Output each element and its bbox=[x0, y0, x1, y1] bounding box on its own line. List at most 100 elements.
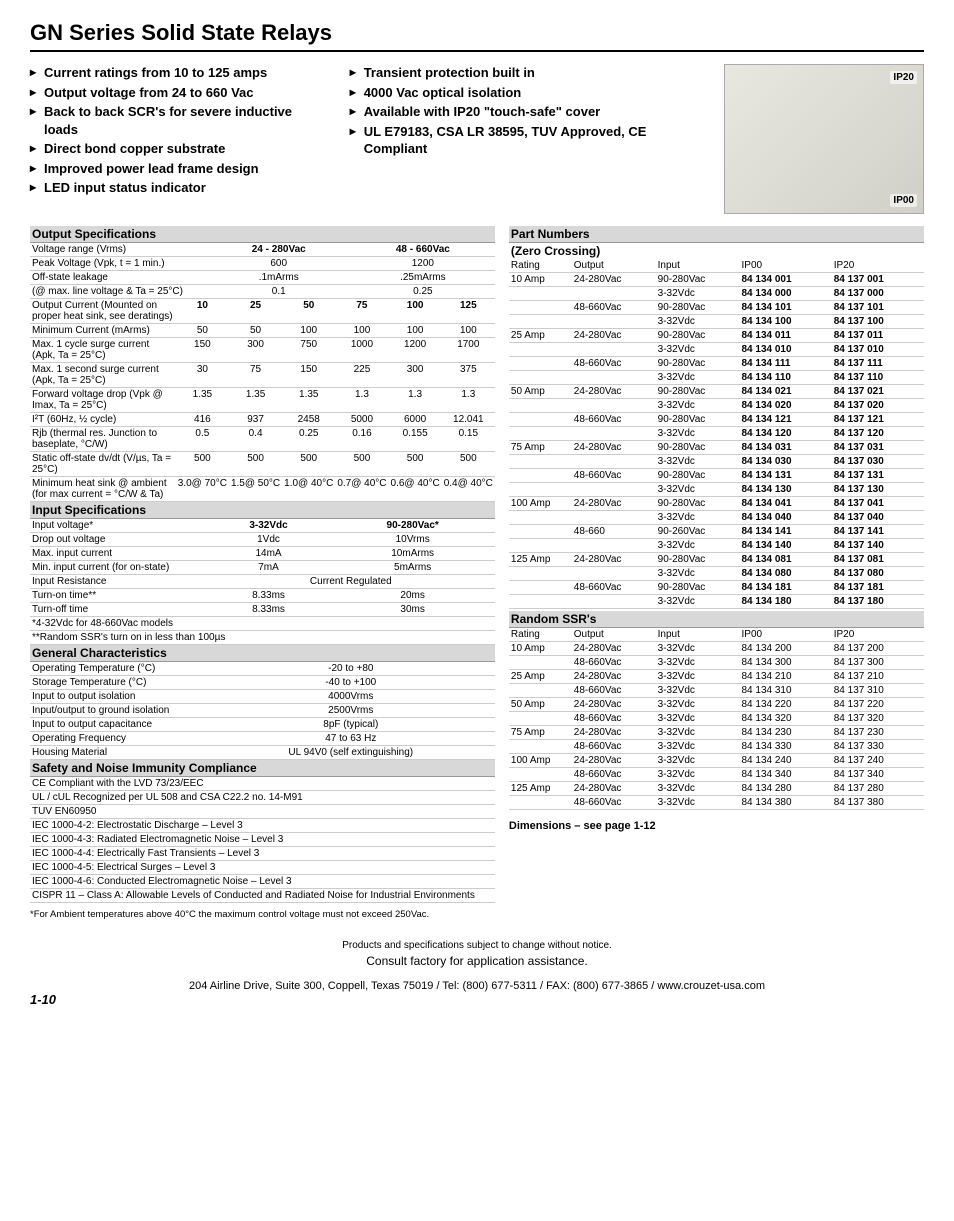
spec-value: 600 bbox=[207, 257, 351, 271]
spec-value: 100 bbox=[282, 324, 335, 338]
spec-value: 8pF (typical) bbox=[207, 718, 495, 732]
product-photo: IP20 IP00 bbox=[724, 64, 924, 214]
pn-ip00: 84 134 330 bbox=[740, 740, 832, 754]
pn-output: 48-660Vac bbox=[572, 357, 656, 371]
pn-output: 48-660Vac bbox=[572, 301, 656, 315]
spec-value: 500 bbox=[335, 452, 388, 477]
spec-label: Minimum Current (mArms) bbox=[30, 324, 176, 338]
pn-ip00: 84 134 111 bbox=[740, 357, 832, 371]
spec-value: 0.1 bbox=[207, 285, 351, 299]
pn-ip20: 84 137 011 bbox=[832, 329, 924, 343]
pn-input: 90-280Vac bbox=[656, 497, 740, 511]
safety-table: CE Compliant with the LVD 73/23/EECUL / … bbox=[30, 777, 495, 903]
pn-ip00: 84 134 120 bbox=[740, 427, 832, 441]
safety-item: TUV EN60950 bbox=[30, 805, 495, 819]
spec-value: 1000 bbox=[335, 338, 388, 363]
spec-value: UL 94V0 (self extinguishing) bbox=[207, 746, 495, 760]
spec-value: 4000Vrms bbox=[207, 690, 495, 704]
pn-ip20: 84 137 001 bbox=[832, 273, 924, 287]
pn-input: 90-280Vac bbox=[656, 329, 740, 343]
pn-input: 3-32Vdc bbox=[656, 754, 740, 768]
spec-value: 1700 bbox=[442, 338, 495, 363]
pn-ip20: 84 137 100 bbox=[832, 315, 924, 329]
pn-ip20: 84 137 181 bbox=[832, 581, 924, 595]
spec-value: 10Vrms bbox=[330, 533, 495, 547]
spec-value: 20ms bbox=[330, 589, 495, 603]
pn-ip20: 84 137 320 bbox=[832, 712, 924, 726]
pn-input: 3-32Vdc bbox=[656, 483, 740, 497]
spec-value: 100 bbox=[335, 324, 388, 338]
feature-item: 4000 Vac optical isolation bbox=[350, 84, 704, 102]
spec-label: Max. input current bbox=[30, 547, 207, 561]
spec-label: **Random SSR's turn on in less than 100µ… bbox=[30, 631, 495, 645]
safety-item: UL / cUL Recognized per UL 508 and CSA C… bbox=[30, 791, 495, 805]
pn-input: 3-32Vdc bbox=[656, 427, 740, 441]
spec-value: 10 bbox=[176, 299, 229, 324]
pn-ip20: 84 137 131 bbox=[832, 469, 924, 483]
safety-item: CISPR 11 – Class A: Allowable Levels of … bbox=[30, 889, 495, 903]
spec-value: 48 - 660Vac bbox=[351, 243, 495, 257]
pn-ip20: 84 137 041 bbox=[832, 497, 924, 511]
safety-item: CE Compliant with the LVD 73/23/EEC bbox=[30, 777, 495, 791]
spec-label: Storage Temperature (°C) bbox=[30, 676, 207, 690]
pn-ip20: 84 137 020 bbox=[832, 399, 924, 413]
pn-input: 90-280Vac bbox=[656, 553, 740, 567]
pn-output bbox=[572, 511, 656, 525]
spec-value: 1.0@ 40°C bbox=[282, 477, 335, 502]
pn-ip20: 84 137 110 bbox=[832, 371, 924, 385]
pn-output: 24-280Vac bbox=[572, 497, 656, 511]
pn-input: 3-32Vdc bbox=[656, 399, 740, 413]
spec-label: Max. 1 second surge current (Apk, Ta = 2… bbox=[30, 363, 176, 388]
pn-input: 3-32Vdc bbox=[656, 287, 740, 301]
feature-item: Transient protection built in bbox=[350, 64, 704, 82]
pn-ip20: 84 137 120 bbox=[832, 427, 924, 441]
input-spec-header: Input Specifications bbox=[30, 502, 495, 519]
spec-value: Current Regulated bbox=[207, 575, 495, 589]
spec-label: Minimum heat sink @ ambient (for max cur… bbox=[30, 477, 176, 502]
spec-value: 500 bbox=[282, 452, 335, 477]
pn-output: 24-280Vac bbox=[572, 385, 656, 399]
pn-rating: 25 Amp bbox=[509, 329, 572, 343]
pn-ip00: 84 134 101 bbox=[740, 301, 832, 315]
spec-label: Turn-off time bbox=[30, 603, 207, 617]
pn-output: 24-280Vac bbox=[572, 782, 656, 796]
pn-output: 48-660Vac bbox=[572, 684, 656, 698]
features-left: Current ratings from 10 to 125 ampsOutpu… bbox=[30, 64, 322, 214]
spec-label: I²T (60Hz, ½ cycle) bbox=[30, 413, 176, 427]
spec-value: 24 - 280Vac bbox=[207, 243, 351, 257]
pn-ip20: 84 137 081 bbox=[832, 553, 924, 567]
spec-value: 50 bbox=[176, 324, 229, 338]
feature-item: LED input status indicator bbox=[30, 179, 322, 197]
pn-ip00: 84 134 031 bbox=[740, 441, 832, 455]
pn-input: 3-32Vdc bbox=[656, 670, 740, 684]
pn-ip00: 84 134 131 bbox=[740, 469, 832, 483]
spec-value: 50 bbox=[229, 324, 282, 338]
spec-value: 75 bbox=[229, 363, 282, 388]
pn-ip20: 84 137 121 bbox=[832, 413, 924, 427]
safety-item: IEC 1000-4-6: Conducted Electromagnetic … bbox=[30, 875, 495, 889]
pn-ip20: 84 137 240 bbox=[832, 754, 924, 768]
pn-output bbox=[572, 567, 656, 581]
spec-value: 0.25 bbox=[282, 427, 335, 452]
pn-ip20: 84 137 330 bbox=[832, 740, 924, 754]
spec-value: 300 bbox=[389, 363, 442, 388]
random-table: Rating Output Input IP00 IP2010 Amp 24-2… bbox=[509, 628, 924, 810]
spec-value: 150 bbox=[282, 363, 335, 388]
pn-input: 90-280Vac bbox=[656, 469, 740, 483]
spec-value: 100 bbox=[442, 324, 495, 338]
pn-ip20: 84 137 220 bbox=[832, 698, 924, 712]
pn-ip20: 84 137 340 bbox=[832, 768, 924, 782]
spec-value: 0.4@ 40°C bbox=[442, 477, 495, 502]
pn-ip20: 84 137 021 bbox=[832, 385, 924, 399]
pn-output: 24-280Vac bbox=[572, 670, 656, 684]
pn-ip00: 84 134 130 bbox=[740, 483, 832, 497]
pn-output: 48-660Vac bbox=[572, 712, 656, 726]
page-footer: 204 Airline Drive, Suite 300, Coppell, T… bbox=[30, 980, 924, 1007]
pn-output bbox=[572, 539, 656, 553]
pn-output: 24-280Vac bbox=[572, 329, 656, 343]
pn-ip00: 84 134 180 bbox=[740, 595, 832, 609]
spec-label: Output Current (Mounted on proper heat s… bbox=[30, 299, 176, 324]
spec-value: 0.25 bbox=[351, 285, 495, 299]
pn-rating: 100 Amp bbox=[509, 754, 572, 768]
spec-value: 375 bbox=[442, 363, 495, 388]
